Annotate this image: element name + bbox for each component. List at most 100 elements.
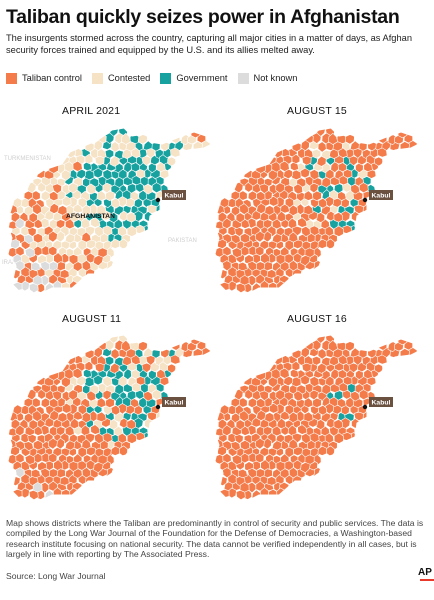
district — [52, 183, 62, 194]
panel-title-august-16: AUGUST 16 — [287, 313, 347, 325]
district — [81, 411, 92, 424]
district — [327, 339, 338, 352]
district — [77, 197, 88, 209]
district — [32, 203, 42, 215]
district-layer — [215, 335, 418, 501]
district — [222, 467, 232, 479]
panel-title-august-15: AUGUST 15 — [287, 105, 347, 117]
district — [309, 432, 320, 443]
district — [120, 339, 131, 352]
district — [350, 391, 361, 402]
district — [317, 141, 327, 153]
district — [48, 437, 58, 450]
district — [47, 452, 58, 464]
district — [255, 261, 266, 271]
infographic-title: Taliban quickly seizes power in Afghanis… — [6, 6, 400, 28]
district — [254, 245, 265, 257]
district — [167, 363, 177, 374]
district — [69, 417, 80, 430]
district — [120, 132, 131, 145]
district — [68, 389, 78, 401]
district — [284, 404, 295, 416]
map-april-2021: TURKMENISTAN PAKISTAN IRAN AFGHANISTAN Kabul — [2, 127, 213, 295]
district — [333, 432, 344, 444]
district — [256, 203, 266, 214]
district — [156, 368, 166, 380]
district — [279, 367, 290, 379]
district — [24, 454, 35, 465]
legend-swatch-contested — [91, 72, 103, 84]
city-label-kabul: Kabul — [165, 399, 184, 406]
district — [297, 217, 308, 228]
district — [102, 432, 113, 443]
district — [353, 204, 364, 214]
district — [350, 184, 361, 195]
district — [110, 404, 121, 416]
district — [316, 362, 327, 374]
district — [333, 225, 344, 237]
district — [311, 397, 322, 409]
district — [28, 212, 38, 224]
district — [85, 252, 96, 264]
district — [309, 225, 320, 236]
district — [327, 132, 338, 145]
district — [230, 441, 241, 452]
district — [325, 375, 335, 387]
district — [104, 149, 115, 159]
district — [126, 225, 137, 237]
district — [222, 217, 232, 230]
district — [15, 424, 25, 437]
legend-swatch-unknown — [237, 72, 249, 84]
district — [222, 424, 232, 437]
district — [255, 230, 265, 243]
legend-item-contested: Contested — [91, 72, 151, 84]
legend-item-taliban: Taliban control — [6, 72, 82, 84]
district — [377, 354, 388, 365]
district — [117, 432, 128, 444]
district — [110, 141, 120, 153]
district — [84, 376, 95, 388]
district — [33, 245, 43, 257]
district — [311, 149, 322, 159]
district — [93, 139, 103, 152]
country-outline — [7, 127, 213, 295]
kabul-marker — [155, 197, 161, 203]
district — [109, 362, 120, 374]
district — [94, 155, 105, 166]
district — [303, 397, 314, 408]
district — [30, 261, 41, 272]
district — [237, 468, 248, 479]
district — [48, 261, 59, 271]
district — [57, 205, 68, 216]
district — [324, 225, 335, 237]
district — [353, 411, 364, 421]
district — [342, 376, 353, 386]
legend-label-unknown: Not known — [253, 73, 298, 83]
district — [324, 432, 335, 444]
city-label-box — [369, 190, 393, 200]
district — [32, 481, 43, 493]
neighbour-country-label: IRAN — [2, 260, 16, 266]
district — [255, 468, 266, 478]
district — [118, 168, 128, 180]
district — [231, 454, 242, 465]
district — [311, 356, 322, 366]
district — [117, 196, 128, 208]
district — [255, 398, 266, 409]
district — [80, 424, 91, 437]
district — [264, 412, 275, 423]
district — [15, 217, 25, 230]
district — [119, 210, 129, 222]
kabul-marker — [362, 197, 368, 203]
district — [342, 182, 352, 193]
district — [254, 452, 265, 464]
district — [266, 476, 277, 486]
district — [288, 204, 299, 217]
district — [93, 346, 103, 359]
legend-label-contested: Contested — [107, 73, 151, 83]
legend-swatch-taliban — [6, 72, 17, 84]
district — [33, 452, 43, 464]
district — [117, 403, 128, 415]
district — [256, 410, 266, 421]
district — [110, 348, 120, 360]
